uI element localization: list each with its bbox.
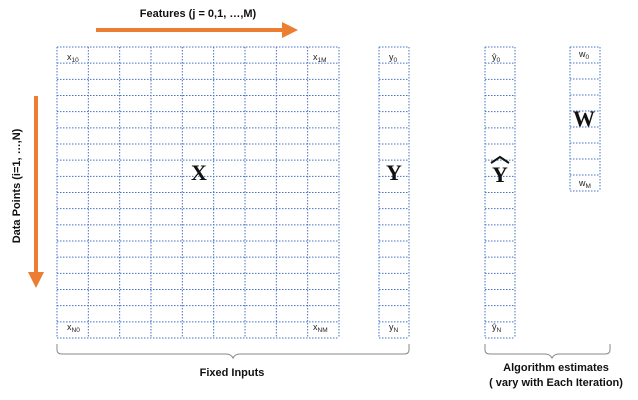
vector-yhat-grid [484, 46, 516, 339]
yhat-hat-mark [490, 155, 510, 164]
matrix-x-grid [56, 46, 340, 339]
vector-yhat-symbol: Y [492, 162, 508, 187]
datapoints-label: Data Points (i=1, …,N) [11, 128, 23, 243]
algorithm-estimates-sublabel: ( vary with Each Iteration) [489, 377, 623, 389]
x-bottom-left-label: xN0 [67, 322, 80, 334]
y-top-label: y0 [389, 52, 398, 64]
algorithm-estimates-label: Algorithm estimates [503, 362, 609, 374]
features-label: Features (j = 0,1, …,M) [140, 8, 257, 20]
x-top-left-label: x10 [67, 52, 79, 64]
vector-w-symbol: W [573, 106, 595, 131]
x-top-right-label: x1M [313, 52, 327, 64]
algorithm-estimates-brace [484, 344, 611, 360]
vector-w-grid [569, 46, 601, 192]
x-bottom-right-label: xNM [313, 322, 328, 334]
vector-y-symbol: Y [386, 160, 402, 185]
matrix-x-symbol: X [191, 160, 207, 185]
yhat-bottom-label: ŷN [492, 322, 502, 334]
y-bottom-label: yN [389, 322, 399, 334]
fixed-inputs-brace [56, 344, 410, 360]
w-bottom-label: wM [578, 178, 591, 190]
yhat-top-label: ŷ0 [492, 52, 501, 64]
fixed-inputs-label: Fixed Inputs [200, 367, 265, 379]
w-top-label: w0 [578, 49, 590, 61]
vector-y-grid [378, 46, 410, 339]
